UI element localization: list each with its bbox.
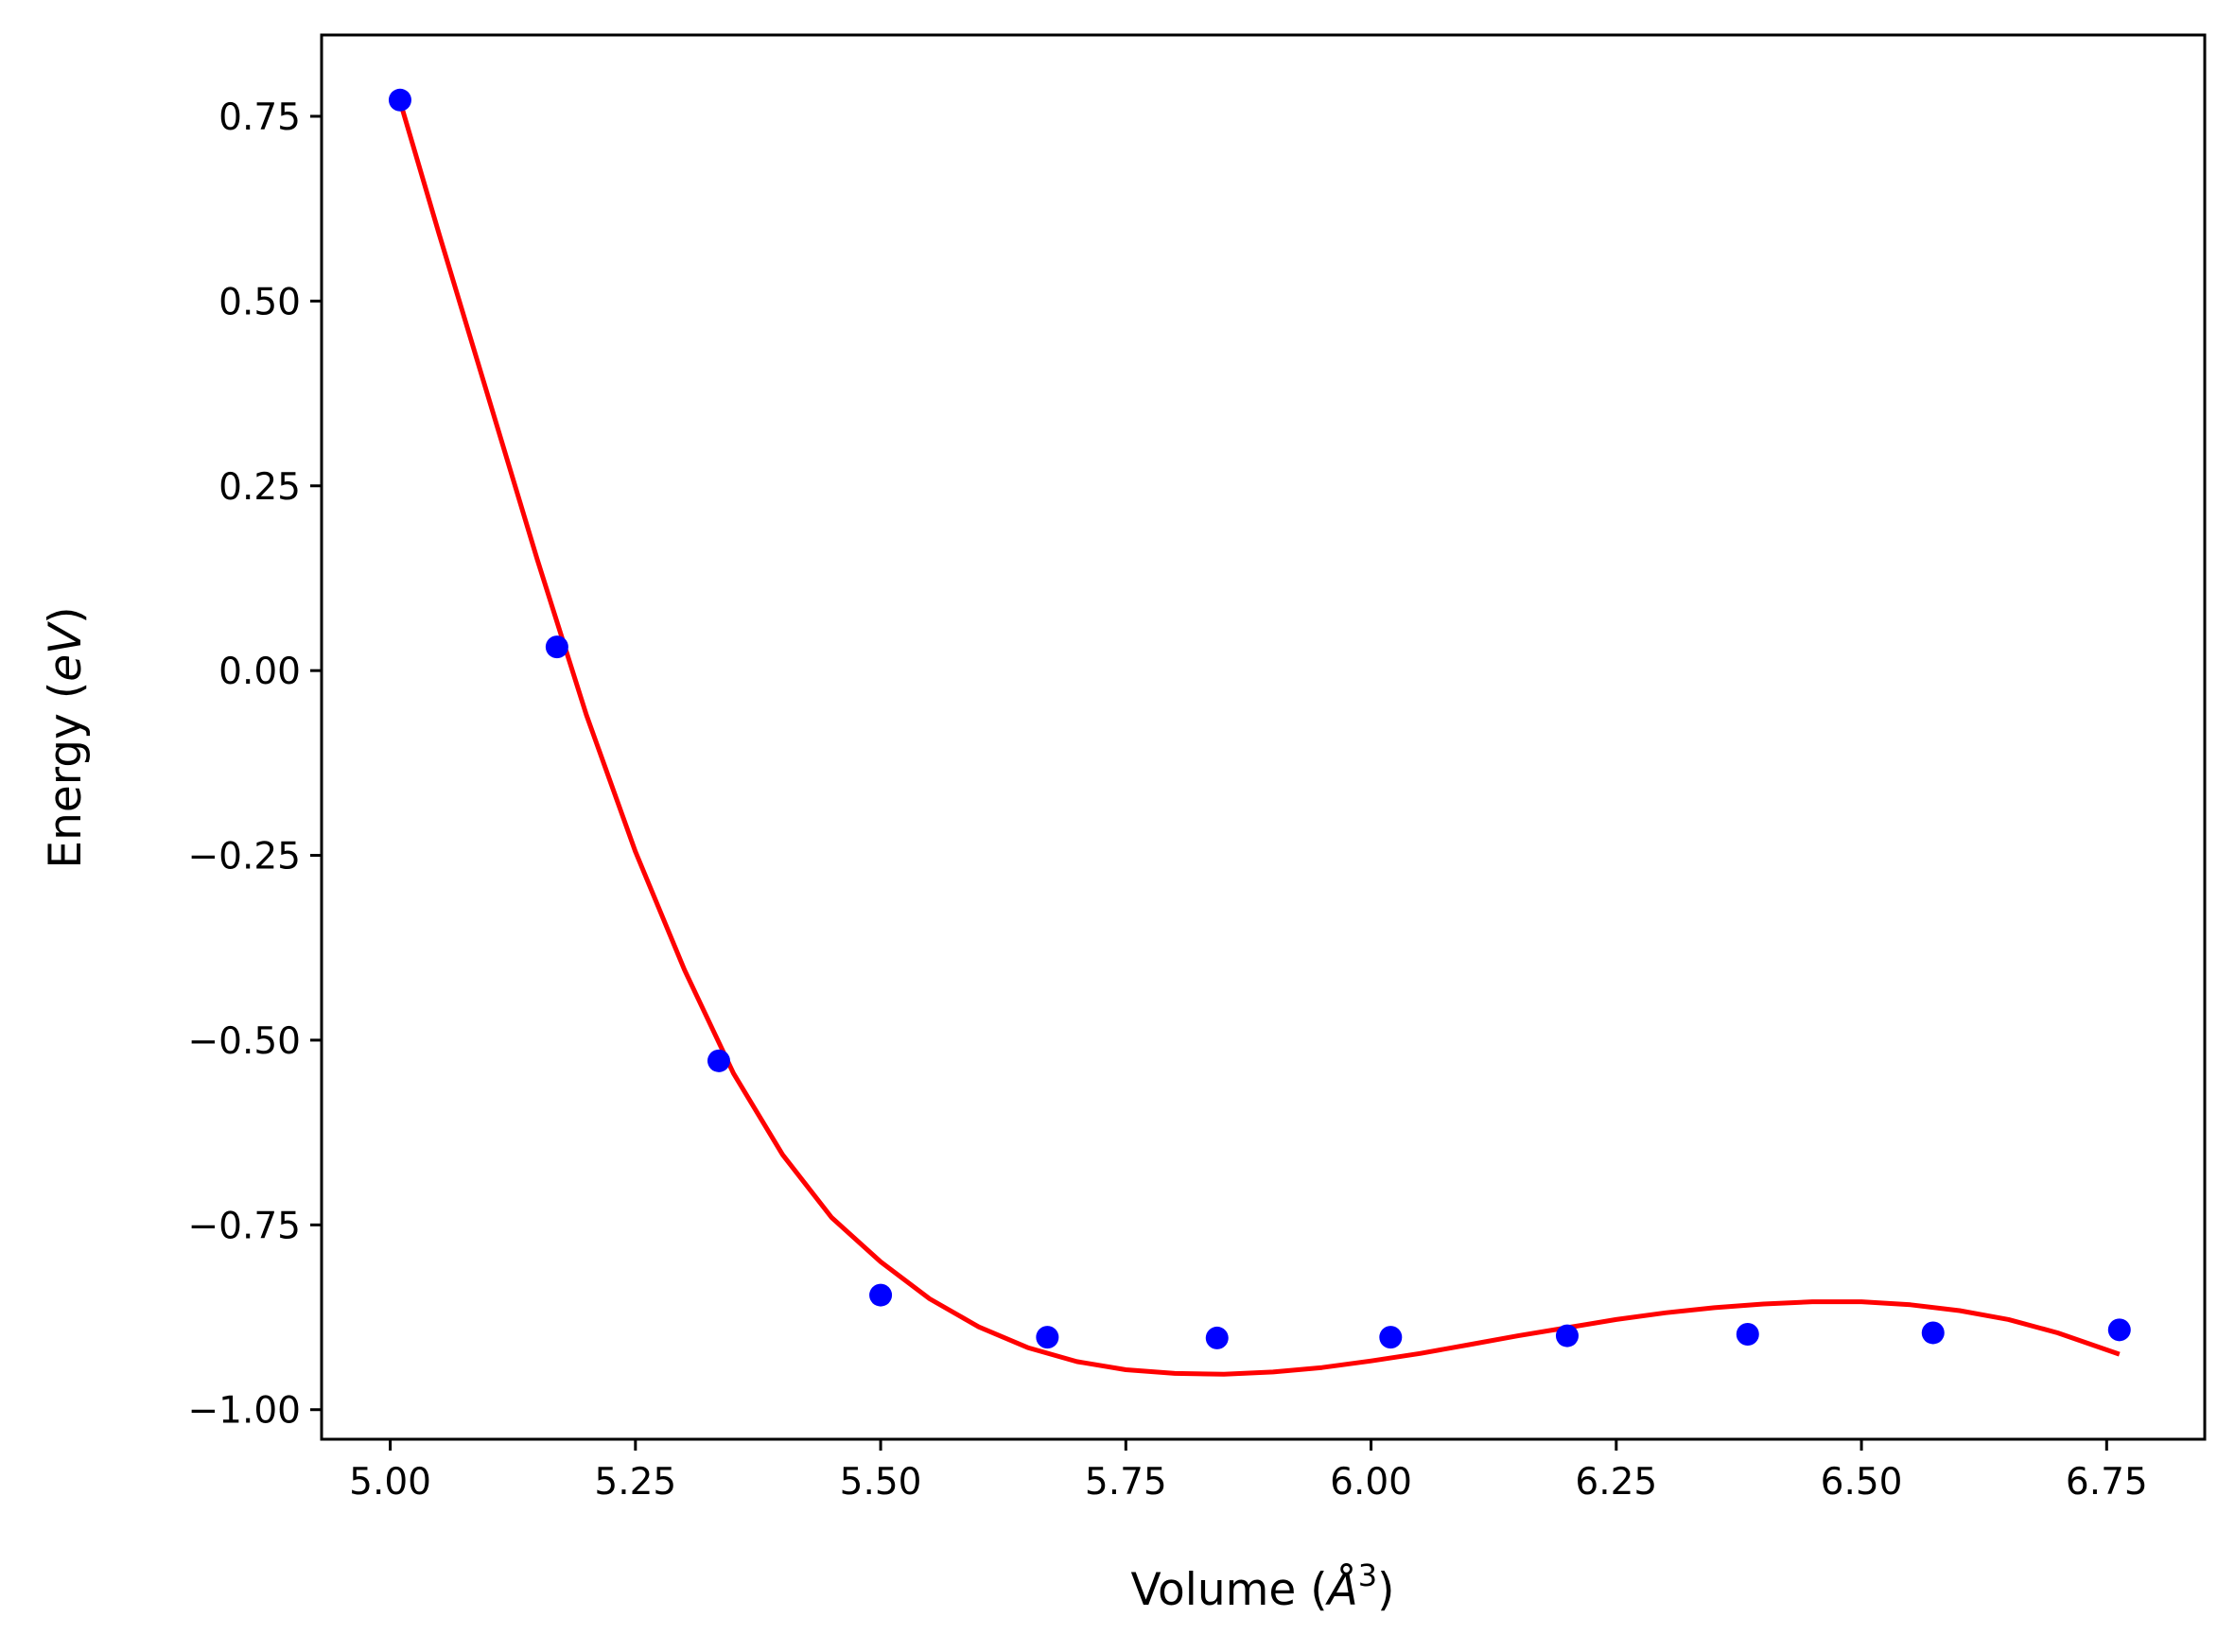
- y-tick-label: −0.50: [187, 1020, 301, 1063]
- plot-frame: [320, 33, 2207, 1441]
- x-tick-label: 5.75: [1085, 1461, 1167, 1504]
- x-axis-label-unit: Å: [1325, 1564, 1358, 1616]
- x-tick-label: 6.75: [2066, 1461, 2148, 1504]
- y-axis-label-pre: Energy (: [40, 682, 92, 869]
- x-axis-label-pre: Volume (: [1131, 1564, 1328, 1616]
- y-tick-label: −0.75: [187, 1205, 301, 1247]
- y-tick-label: 0.75: [218, 96, 301, 139]
- data-point: [545, 635, 568, 659]
- y-axis-ticks: 0.75 0.50 0.25 0.00 −0.25 −0.50 −0.75 −1.00: [187, 96, 322, 1433]
- x-tick-label: 6.25: [1575, 1461, 1657, 1504]
- data-point: [388, 88, 411, 112]
- data-point: [707, 1049, 730, 1072]
- axes: [320, 33, 2207, 1441]
- data-point: [1555, 1324, 1579, 1348]
- y-tick-label: 0.50: [218, 281, 301, 323]
- y-tick-label: 0.00: [218, 651, 301, 693]
- data-point: [1379, 1326, 1403, 1349]
- x-tick-label: 5.50: [840, 1461, 922, 1504]
- x-axis-ticks: 5.00 5.25 5.50 5.75 6.00 6.25 6.50 6.75: [349, 1439, 2148, 1504]
- data-points-group: [388, 88, 2131, 1349]
- data-point: [1736, 1323, 1759, 1347]
- y-axis-label-unit: eV: [40, 621, 92, 682]
- x-tick-label: 5.25: [594, 1461, 676, 1504]
- y-tick-label: −1.00: [187, 1390, 301, 1433]
- fit-curve: [397, 100, 2121, 1377]
- data-point: [1921, 1321, 1945, 1345]
- y-tick-label: 0.25: [218, 466, 301, 509]
- y-axis-label-post: ): [40, 606, 92, 623]
- data-point: [869, 1283, 893, 1307]
- y-axis-label: Energy (eV): [40, 606, 92, 868]
- data-point: [1205, 1326, 1229, 1349]
- x-tick-label: 6.50: [1821, 1461, 1903, 1504]
- x-tick-label: 6.00: [1330, 1461, 1412, 1504]
- x-axis-label-post: ): [1377, 1564, 1394, 1616]
- y-tick-label: −0.25: [187, 836, 301, 878]
- data-point: [2107, 1318, 2131, 1342]
- data-point: [1036, 1326, 1059, 1349]
- x-axis-label-sup: 3: [1358, 1557, 1377, 1593]
- x-tick-label: 5.00: [349, 1461, 431, 1504]
- x-axis-label: Volume (Å3): [1131, 1557, 1395, 1616]
- fit-curve-group: [397, 100, 2121, 1377]
